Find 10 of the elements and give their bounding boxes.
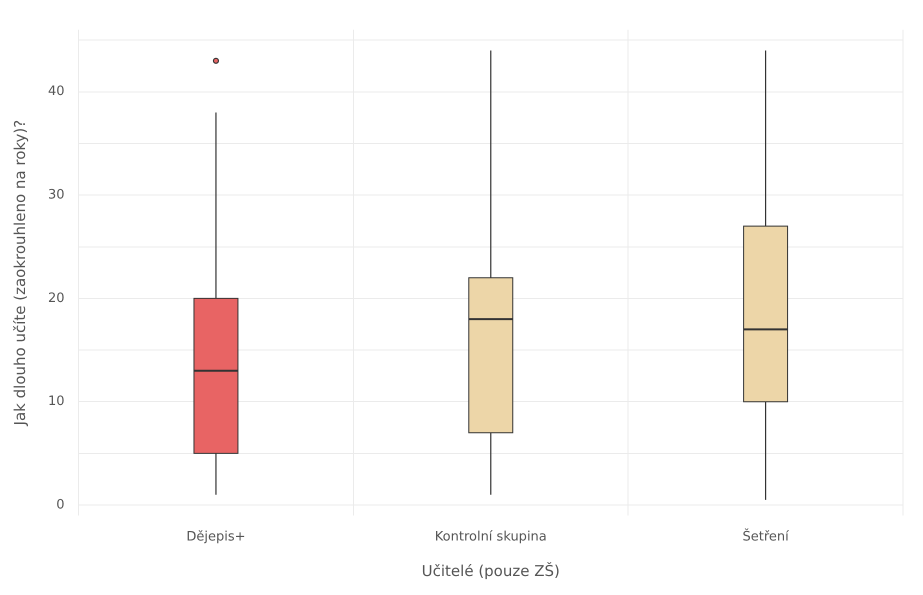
x-tick-label: Šetření — [742, 528, 790, 545]
x-tick-label: Kontrolní skupina — [434, 530, 547, 545]
y-tick-label: 30 — [48, 187, 65, 202]
x-axis-title: Učitelé (pouze ZŠ) — [422, 562, 560, 580]
y-tick-label: 40 — [48, 84, 65, 100]
y-tick-label: 20 — [48, 290, 65, 306]
y-axis-title: Jak dlouho učíte (zaokrouhleno na roky)? — [10, 120, 29, 426]
y-tick-label: 0 — [56, 497, 65, 512]
y-tick-label: 10 — [48, 394, 65, 410]
x-tick-label: Dějepis+ — [186, 530, 246, 545]
